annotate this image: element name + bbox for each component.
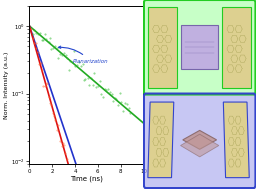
FancyBboxPatch shape [181,25,218,69]
Y-axis label: Norm. Intensity (a.u.): Norm. Intensity (a.u.) [4,51,9,119]
FancyBboxPatch shape [144,94,255,188]
FancyBboxPatch shape [222,7,251,88]
Polygon shape [148,102,174,178]
Polygon shape [223,102,249,178]
FancyBboxPatch shape [148,7,177,88]
Text: Planarization: Planarization [59,46,108,64]
Polygon shape [183,130,217,149]
FancyBboxPatch shape [144,0,255,94]
X-axis label: Time (ns): Time (ns) [70,176,103,182]
Polygon shape [180,134,219,157]
